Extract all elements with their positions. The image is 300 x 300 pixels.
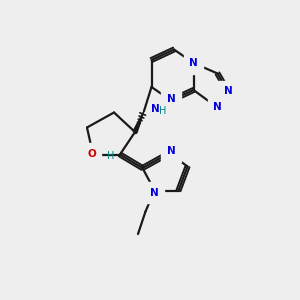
Text: H: H xyxy=(107,151,115,161)
Text: N: N xyxy=(167,146,176,157)
Text: N: N xyxy=(189,58,198,68)
Text: N: N xyxy=(213,101,222,112)
Text: N: N xyxy=(167,94,176,104)
Text: H: H xyxy=(159,106,166,116)
Text: N: N xyxy=(224,86,232,97)
Text: N: N xyxy=(150,188,159,198)
Text: N: N xyxy=(151,104,159,115)
Polygon shape xyxy=(133,111,144,133)
Text: O: O xyxy=(87,148,96,159)
